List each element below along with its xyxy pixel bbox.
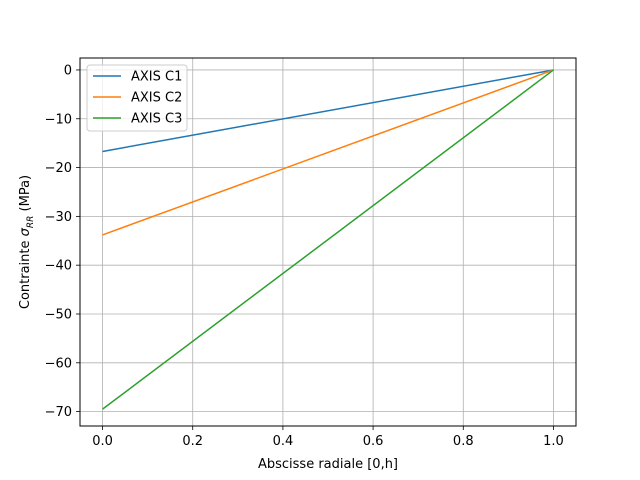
x-axis-ticks: 0.0 0.2 0.4 0.6 0.8 1.0 — [92, 426, 564, 449]
y-tick-label: −60 — [45, 356, 72, 371]
y-tick-label: 0 — [64, 63, 72, 78]
legend-label-3: AXIS C3 — [131, 112, 182, 127]
series-line-1 — [102, 69, 554, 153]
y-axis-label-subscript: RR — [26, 216, 36, 229]
y-axis-label-suffix: (MPa) — [18, 175, 33, 216]
y-tick-label: −20 — [45, 161, 72, 176]
legend-box — [86, 64, 188, 132]
y-axis-label-prefix: Contrainte — [18, 236, 33, 309]
legend-label-1: AXIS C1 — [131, 70, 182, 85]
series-line-3 — [102, 69, 554, 410]
x-tick-label: 0.0 — [92, 434, 113, 449]
y-axis-label: Contrainte σRR (MPa) — [18, 175, 36, 309]
series-lines — [102, 69, 554, 410]
x-axis-label: Abscisse radiale [0,h] — [258, 457, 398, 472]
axes-frame — [79, 57, 577, 427]
y-axis-ticks: 0 −10 −20 −30 −40 −50 −60 −70 — [45, 63, 80, 420]
x-tick-label: 0.8 — [453, 434, 474, 449]
x-tick-label: 0.4 — [273, 434, 294, 449]
y-axis-label-symbol: σ — [18, 227, 33, 236]
x-tick-label: 1.0 — [543, 434, 564, 449]
series-line-2 — [102, 69, 554, 236]
legend: AXIS C1 AXIS C2 AXIS C3 — [86, 64, 188, 132]
y-tick-label: −30 — [45, 210, 72, 225]
x-tick-label: 0.2 — [182, 434, 203, 449]
y-tick-label: −70 — [45, 405, 72, 420]
y-tick-label: −40 — [45, 259, 72, 274]
x-tick-label: 0.6 — [363, 434, 384, 449]
y-tick-label: −50 — [45, 307, 72, 322]
y-tick-label: −10 — [45, 112, 72, 127]
legend-label-2: AXIS C2 — [131, 91, 182, 106]
